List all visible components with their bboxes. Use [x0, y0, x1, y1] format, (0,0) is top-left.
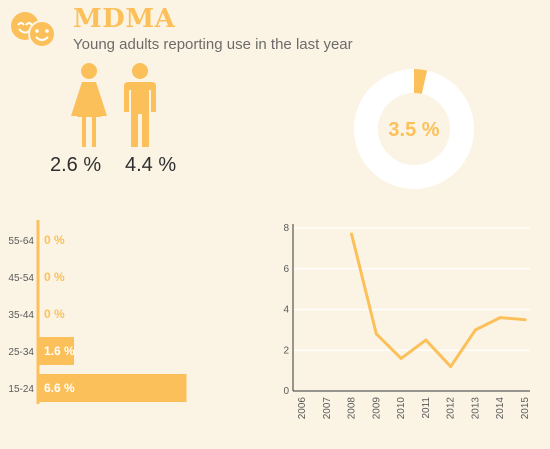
x-tick-label: 2015 [520, 397, 531, 420]
x-tick-label: 2013 [470, 397, 481, 420]
age-label: 55-64 [8, 236, 34, 247]
y-tick-label: 6 [283, 264, 289, 275]
trend-line-chart: 0 2 4 6 8 2006 2007 2008 2009 2010 2011 2012 2013 201… [283, 223, 531, 420]
x-tick-label: 2011 [421, 397, 432, 419]
y-tick-label: 8 [283, 223, 289, 234]
donut-chart: 3.5 % [354, 69, 474, 189]
bar-data-label: 0 % [44, 307, 65, 321]
data-point [350, 232, 354, 236]
data-point [424, 338, 428, 342]
bar-data-label: 1.6 % [44, 344, 75, 358]
data-point [523, 318, 527, 322]
age-label: 35-44 [8, 310, 34, 321]
data-point [473, 328, 477, 332]
x-tick-label: 2007 [322, 397, 333, 420]
page-title: MDMA [73, 4, 176, 34]
y-tick-label: 4 [283, 305, 289, 316]
bar [38, 337, 74, 365]
x-tick-label: 2010 [396, 397, 407, 420]
data-point [374, 332, 378, 336]
age-label: 45-54 [8, 273, 34, 284]
age-bar-chart: 55-64 0 % 45-54 0 % 35-44 0 % 25-34 1.6 % 15-24 6… [8, 220, 187, 404]
female-icon [71, 63, 107, 147]
age-label: 15-24 [8, 384, 34, 395]
x-tick-label: 2008 [347, 397, 358, 420]
donut-center-label: 3.5 % [388, 119, 439, 141]
female-value: 2.6 % [50, 154, 102, 176]
data-point [498, 316, 502, 320]
smiley-faces-icon [11, 12, 56, 48]
donut-slice [413, 69, 428, 94]
y-tick-label: 2 [283, 345, 289, 356]
x-tick-label: 2012 [446, 397, 457, 420]
y-tick-label: 0 [283, 386, 289, 397]
data-point [399, 356, 403, 360]
data-point [449, 365, 453, 369]
bar-data-label: 0 % [44, 270, 65, 284]
bar-data-label: 0 % [44, 233, 65, 247]
bar-data-label: 6.6 % [44, 381, 75, 395]
male-icon [124, 63, 156, 147]
bar [38, 374, 187, 402]
x-tick-label: 2006 [297, 397, 308, 420]
x-tick-label: 2009 [371, 397, 382, 420]
page-subtitle: Young adults reporting use in the last y… [73, 36, 353, 53]
data-line [350, 232, 527, 369]
age-label: 25-34 [8, 347, 34, 358]
x-tick-label: 2014 [495, 397, 506, 420]
male-value: 4.4 % [125, 154, 177, 176]
